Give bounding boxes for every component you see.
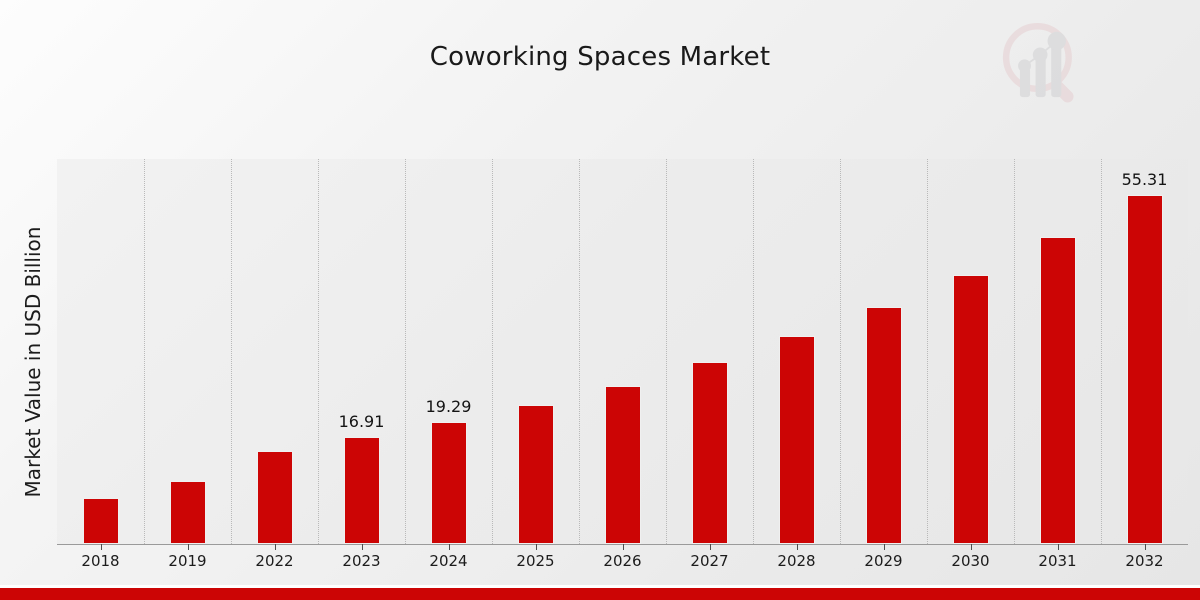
x-tick-2023 [361,544,363,550]
x-tick-2025 [535,544,537,550]
x-tick-label-2028: 2028 [777,552,816,570]
gridline-vertical [492,159,493,544]
plot-area [57,159,1188,544]
bar-value-label-2024: 19.29 [425,397,472,417]
gridline-vertical [666,159,667,544]
bar-2026[interactable] [604,385,641,544]
bar-2030[interactable] [952,275,989,544]
x-tick-label-2024: 2024 [429,552,468,570]
x-tick-2031 [1057,544,1059,550]
bar-2029[interactable] [865,307,902,544]
market-research-magnifier-bars-logo [996,18,1088,110]
gridline-vertical [318,159,319,544]
x-tick-label-2025: 2025 [516,552,555,570]
gridline-vertical [579,159,580,544]
x-tick-label-2031: 2031 [1038,552,1077,570]
bar-value-label-2032: 55.31 [1121,169,1168,189]
gridline-vertical [405,159,406,544]
x-tick-label-2030: 2030 [951,552,990,570]
x-tick-2029 [883,544,885,550]
gridline-vertical [840,159,841,544]
bar-2024[interactable] [430,422,467,544]
x-tick-2022 [274,544,276,550]
x-tick-label-2018: 2018 [81,552,120,570]
y-axis-title: Market Value in USD Billion [21,226,45,498]
x-tick-label-2023: 2023 [342,552,381,570]
bar-2031[interactable] [1039,237,1076,544]
bar-value-label-2023: 16.91 [338,412,385,432]
x-tick-2032 [1144,544,1146,550]
gridline-vertical [1101,159,1102,544]
x-tick-2030 [970,544,972,550]
x-tick-2028 [796,544,798,550]
x-tick-label-2027: 2027 [690,552,729,570]
bar-2022[interactable] [256,450,293,544]
bar-2027[interactable] [691,362,728,544]
x-tick-2027 [709,544,711,550]
x-tick-label-2032: 2032 [1125,552,1164,570]
gridline-vertical [753,159,754,544]
x-tick-label-2029: 2029 [864,552,903,570]
bar-2032[interactable] [1126,194,1163,544]
bar-2028[interactable] [778,336,815,544]
page-title: Coworking Spaces Market [429,42,771,72]
x-tick-2024 [448,544,450,550]
bar-2018[interactable] [82,497,119,544]
gridline-vertical [144,159,145,544]
x-tick-2018 [100,544,102,550]
gridline-vertical [231,159,232,544]
x-tick-label-2019: 2019 [168,552,207,570]
gridline-vertical [927,159,928,544]
x-tick-label-2026: 2026 [603,552,642,570]
x-tick-2019 [187,544,189,550]
bar-2019[interactable] [169,480,206,544]
x-tick-2026 [622,544,624,550]
bar-2025[interactable] [517,404,554,544]
bar-2023[interactable] [343,437,380,544]
x-tick-label-2022: 2022 [255,552,294,570]
gridline-vertical [1014,159,1015,544]
footer-divider [0,585,1200,588]
footer-accent-strip [0,588,1200,600]
